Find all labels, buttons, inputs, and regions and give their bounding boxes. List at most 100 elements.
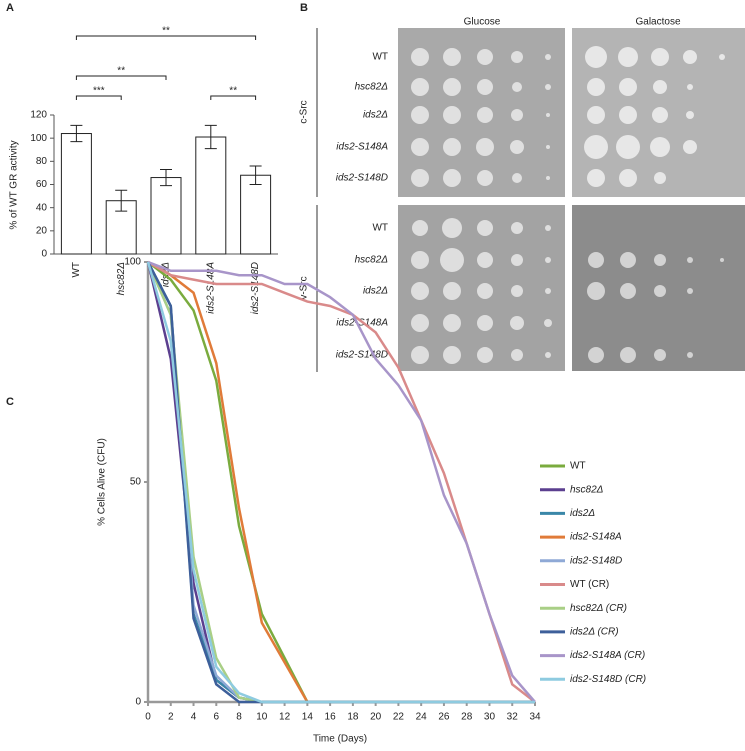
x-tick-label: 0 bbox=[145, 712, 151, 723]
yeast-spot bbox=[512, 173, 522, 183]
legend-label: WT (CR) bbox=[570, 579, 609, 590]
bar bbox=[240, 174, 272, 255]
yeast-spot bbox=[443, 138, 461, 156]
x-tick-label: 32 bbox=[507, 712, 519, 723]
yeast-spot bbox=[545, 84, 551, 90]
yeast-spot bbox=[511, 222, 523, 234]
yeast-spot bbox=[476, 138, 494, 156]
yeast-spot bbox=[545, 288, 551, 294]
legend-label: WT bbox=[570, 461, 586, 472]
yeast-spot bbox=[512, 82, 522, 92]
legend-label: ids2-S148D (CR) bbox=[570, 674, 646, 685]
yeast-spot bbox=[616, 135, 640, 159]
yeast-spot bbox=[411, 346, 429, 364]
yeast-spot bbox=[511, 51, 523, 63]
x-tick-label: 26 bbox=[438, 712, 450, 723]
yeast-spot bbox=[411, 169, 429, 187]
y-tick-label: 0 bbox=[135, 697, 141, 708]
panel-label: C bbox=[6, 396, 14, 408]
yeast-spot bbox=[546, 113, 550, 117]
yeast-spot bbox=[650, 137, 670, 157]
yeast-spot bbox=[652, 107, 668, 123]
x-tick-label: WT bbox=[71, 262, 82, 278]
yeast-spot bbox=[587, 78, 605, 96]
yeast-spot bbox=[477, 170, 493, 186]
yeast-spot bbox=[683, 50, 697, 64]
legend-label: ids2-S148D bbox=[570, 555, 622, 566]
yeast-spot bbox=[588, 252, 604, 268]
x-tick-label: 28 bbox=[461, 712, 473, 723]
bar bbox=[60, 133, 92, 255]
yeast-spot bbox=[687, 288, 693, 294]
bar bbox=[150, 177, 182, 255]
row-label: hsc82Δ bbox=[355, 255, 389, 266]
significance-bracket bbox=[210, 95, 257, 100]
yeast-spot bbox=[620, 347, 636, 363]
significance-label: ** bbox=[229, 86, 237, 97]
yeast-spot bbox=[545, 225, 551, 231]
x-tick-label: 22 bbox=[393, 712, 405, 723]
x-tick-label: 30 bbox=[484, 712, 496, 723]
legend-label: hsc82Δ (CR) bbox=[570, 603, 627, 614]
row-label: WT bbox=[372, 52, 388, 63]
y-axis-label: % Cells Alive (CFU) bbox=[97, 438, 108, 526]
y-tick-label: 100 bbox=[30, 133, 47, 144]
yeast-spot bbox=[443, 106, 461, 124]
y-tick-label: 0 bbox=[41, 249, 47, 260]
yeast-spot bbox=[477, 347, 493, 363]
yeast-spot bbox=[477, 49, 493, 65]
yeast-spot bbox=[477, 107, 493, 123]
yeast-spot bbox=[719, 54, 725, 60]
yeast-spot bbox=[546, 176, 550, 180]
y-axis-label: % of WT GR activity bbox=[9, 140, 20, 229]
yeast-spot bbox=[411, 106, 429, 124]
yeast-spot bbox=[443, 78, 461, 96]
yeast-spot bbox=[544, 319, 552, 327]
yeast-spot bbox=[443, 346, 461, 364]
y-tick-label: 50 bbox=[130, 477, 142, 488]
x-tick-label: ids2-S148A bbox=[205, 262, 216, 314]
row-label: ids2-S148D bbox=[336, 173, 388, 184]
y-tick-label: 100 bbox=[124, 257, 141, 268]
group-label: c-Src bbox=[299, 100, 310, 123]
yeast-spot bbox=[687, 352, 693, 358]
yeast-spot bbox=[411, 138, 429, 156]
row-label: ids2Δ bbox=[363, 286, 388, 297]
significance-label: ** bbox=[117, 66, 125, 77]
column-label: Glucose bbox=[464, 17, 501, 28]
yeast-spot bbox=[477, 79, 493, 95]
x-tick-label: 12 bbox=[279, 712, 291, 723]
yeast-spot bbox=[411, 251, 429, 269]
yeast-spot bbox=[511, 254, 523, 266]
panel-label: A bbox=[6, 2, 14, 14]
yeast-spot bbox=[588, 347, 604, 363]
yeast-spot bbox=[619, 169, 637, 187]
significance-label: *** bbox=[93, 86, 105, 97]
x-tick-label: 2 bbox=[168, 712, 174, 723]
yeast-spot bbox=[653, 80, 667, 94]
row-label: ids2-S148A bbox=[336, 142, 388, 153]
yeast-spot bbox=[587, 169, 605, 187]
x-axis-label: Time (Days) bbox=[313, 734, 367, 745]
yeast-spot bbox=[477, 283, 493, 299]
yeast-spot bbox=[651, 48, 669, 66]
yeast-spot bbox=[654, 285, 666, 297]
error-bar bbox=[160, 168, 172, 187]
group-label: v-Src bbox=[299, 276, 310, 299]
x-tick-label: ids2Δ bbox=[161, 262, 172, 287]
yeast-spot bbox=[654, 254, 666, 266]
x-tick-label: 14 bbox=[302, 712, 314, 723]
y-tick-label: 80 bbox=[36, 156, 48, 167]
yeast-spot bbox=[442, 218, 462, 238]
x-tick-label: 24 bbox=[416, 712, 428, 723]
yeast-spot bbox=[510, 140, 524, 154]
yeast-spot bbox=[477, 220, 493, 236]
yeast-spot bbox=[440, 248, 464, 272]
yeast-spot bbox=[654, 349, 666, 361]
significance-bracket bbox=[75, 95, 122, 100]
error-bar bbox=[115, 189, 128, 212]
yeast-spot bbox=[619, 106, 637, 124]
yeast-spot bbox=[587, 106, 605, 124]
yeast-spot bbox=[510, 316, 524, 330]
